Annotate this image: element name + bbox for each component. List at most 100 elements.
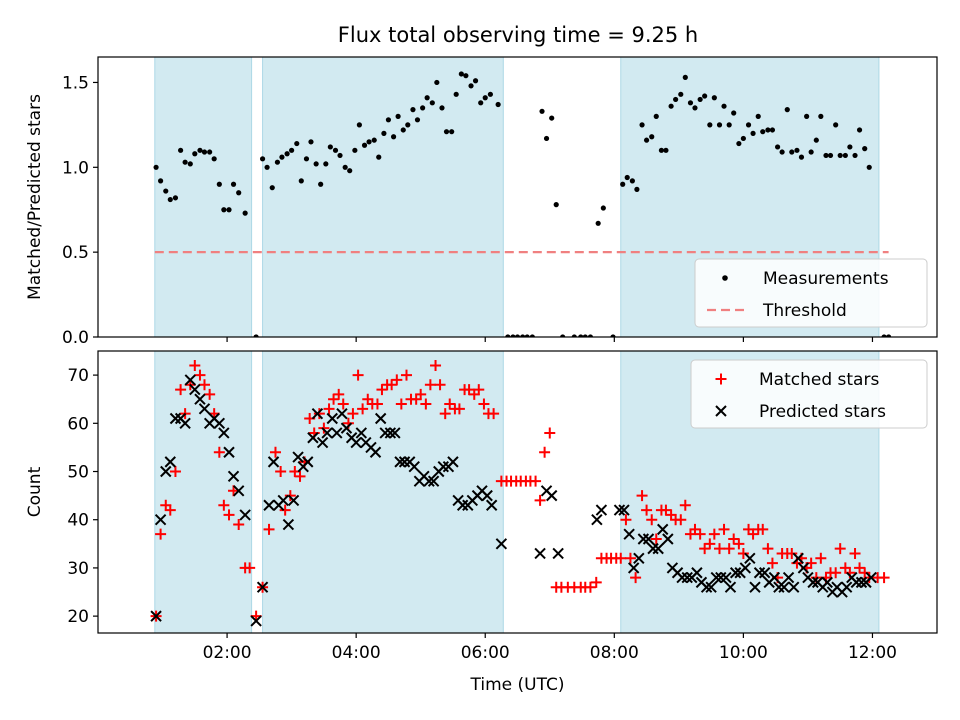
matched-stars-point: [169, 466, 181, 478]
predicted-stars-point: [778, 581, 790, 593]
matched-stars-point: [615, 552, 627, 564]
matched-stars-point: [352, 369, 364, 381]
measurement-point: [366, 139, 372, 145]
measurement-point: [707, 122, 713, 128]
matched-stars-point: [723, 543, 735, 555]
predicted-stars-point: [427, 475, 440, 487]
matched-stars-point: [453, 403, 465, 415]
measurement-point: [629, 178, 635, 184]
measurement-point: [524, 334, 530, 337]
matched-stars-point: [854, 562, 866, 574]
predicted-stars-point: [239, 509, 251, 521]
matched-stars-point: [204, 388, 216, 400]
predicted-stars-point: [773, 581, 785, 593]
predicted-stars-point: [676, 571, 688, 584]
measurement-point: [774, 144, 781, 150]
matched-stars-point: [747, 528, 759, 540]
predicted-stars-point: [423, 475, 435, 487]
measurement-point: [172, 195, 179, 201]
matched-stars-point: [269, 446, 281, 458]
measurement-point: [323, 161, 329, 167]
predicted-stars-point: [326, 412, 338, 425]
predicted-stars-point: [198, 403, 211, 415]
measurement-point: [804, 113, 810, 119]
measurement-point: [385, 117, 392, 123]
y-axis-label: Matched/Predicted stars: [25, 94, 45, 300]
predicted-stars-point: [384, 427, 397, 439]
measurement-point: [230, 181, 237, 187]
y-tick-label: 1.5: [62, 73, 89, 93]
measurement-point: [745, 122, 752, 128]
measurement-point: [600, 205, 606, 211]
measurement-point: [424, 95, 430, 101]
predicted-stars-point: [227, 470, 240, 483]
legend-label: Matched stars: [759, 370, 879, 390]
matched-stars-point: [650, 533, 662, 545]
predicted-stars-point: [618, 504, 630, 516]
measurement-point: [682, 74, 688, 80]
measurement-point: [356, 122, 362, 128]
measurement-point: [639, 122, 645, 128]
matched-stars-point: [233, 519, 245, 531]
measurement-point: [610, 334, 616, 337]
predicted-stars-point: [374, 412, 387, 425]
matched-stars-point: [733, 538, 745, 550]
measurement-point: [520, 334, 526, 337]
matched-stars-point: [439, 408, 451, 420]
predicted-stars-point: [637, 533, 650, 545]
y-tick-label: 0.5: [62, 243, 89, 263]
predicted-stars-point: [223, 446, 235, 458]
predicted-stars-point: [710, 571, 722, 584]
observing-window-band: [262, 351, 504, 633]
x-tick-label: 10:00: [719, 643, 768, 663]
measurement-point: [813, 137, 819, 143]
predicted-stars-point: [739, 562, 752, 574]
measurement-point: [434, 79, 440, 86]
matched-stars-point: [328, 393, 340, 405]
measurement-point: [866, 164, 872, 170]
matched-stars-point: [400, 369, 412, 381]
matched-stars-point: [424, 379, 436, 391]
measurement-point: [226, 207, 232, 213]
predicted-stars-point: [179, 417, 191, 430]
x-tick-label: 02:00: [203, 643, 252, 663]
y-tick-label: 70: [67, 366, 89, 386]
measurement-point: [274, 159, 281, 165]
measurement-point: [653, 113, 659, 119]
matched-stars-point: [849, 547, 861, 559]
matched-stars-point: [766, 557, 778, 569]
measurement-point: [578, 334, 584, 337]
predicted-stars-point: [627, 562, 640, 574]
predicted-stars-point: [369, 446, 382, 458]
predicted-stars-point: [267, 456, 280, 468]
measurement-point: [376, 154, 382, 160]
x-tick-label: 04:00: [332, 643, 381, 663]
measurement-point: [167, 196, 173, 203]
measurement-point: [731, 110, 737, 116]
predicted-stars-point: [623, 528, 635, 540]
predicted-stars-point: [647, 542, 659, 555]
predicted-stars-point: [591, 514, 603, 526]
matched-stars-point: [391, 374, 403, 386]
measurement-point: [765, 127, 771, 133]
x-axis-label: Time (UTC): [470, 675, 565, 695]
measurement-point: [750, 130, 756, 136]
predicted-stars-point: [807, 576, 819, 589]
predicted-stars-point: [160, 465, 172, 478]
measurement-point: [347, 168, 353, 174]
matched-stars-point: [539, 446, 551, 458]
observing-window-band: [154, 57, 253, 337]
bottom-panel-counts: 02:00 04:00 06:00 08:00 10:00 12:00 20 30 40 50 60…: [25, 350, 938, 695]
matched-stars-point: [294, 470, 306, 482]
measurement-point: [620, 181, 626, 187]
measurement-point: [361, 142, 368, 148]
matched-stars-point: [263, 523, 275, 535]
predicted-stars-point: [724, 581, 737, 593]
matched-stars-point: [223, 509, 235, 521]
matched-stars-point: [728, 533, 740, 545]
measurement-point: [881, 334, 887, 337]
measurement-point: [823, 152, 829, 159]
measurement-point: [294, 140, 300, 147]
measurement-point: [833, 122, 839, 128]
predicted-stars-point: [150, 610, 162, 622]
